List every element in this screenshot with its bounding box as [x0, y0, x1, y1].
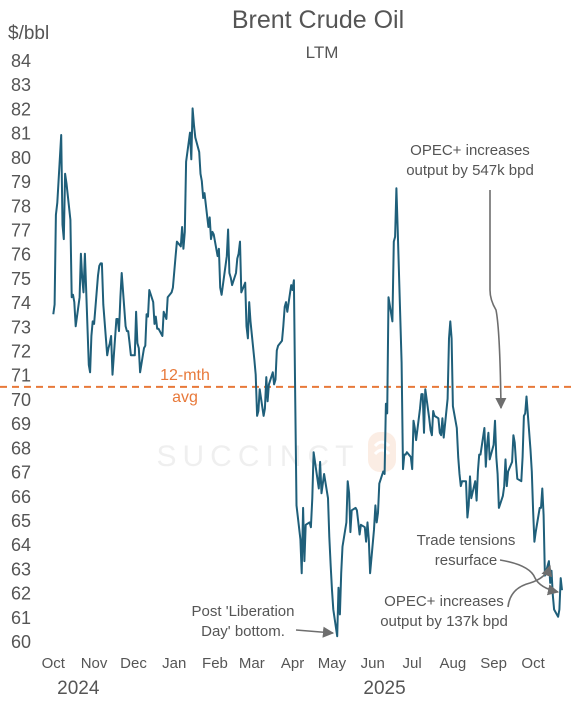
annotation-opec-547k: OPEC+ increases output by 547k bpd: [406, 142, 534, 410]
y-tick-label: 81: [11, 124, 31, 144]
y-tick-label: 77: [11, 220, 31, 240]
x-tick-label: Aug: [440, 655, 467, 672]
y-axis: 60 61 62 63 64 65 66 67 68 69 70 71 72 73 74 75 76 77 78 79…: [11, 51, 31, 652]
y-tick-label: 66: [11, 487, 31, 507]
y-tick-label: 82: [11, 99, 31, 119]
annotation-opec-547k-line-1: OPEC+ increases: [410, 142, 530, 159]
y-tick-label: 64: [11, 535, 31, 555]
y-tick-label: 63: [11, 559, 31, 579]
x-tick-label: Jun: [361, 655, 385, 672]
x-tick-label: Dec: [120, 655, 147, 672]
y-tick-label: 76: [11, 245, 31, 265]
x-tick-label: Mar: [239, 655, 265, 672]
chart-subtitle: LTM: [306, 43, 339, 62]
y-tick-label: 62: [11, 584, 31, 604]
annotation-liberation-day: Post 'Liberation Day' bottom.: [192, 603, 335, 640]
y-tick-label: 67: [11, 463, 31, 483]
x-tick-label: Jan: [162, 655, 186, 672]
x-tick-label: Apr: [281, 655, 304, 672]
y-tick-label: 72: [11, 342, 31, 362]
annotation-opec-547k-arrow: [489, 190, 507, 410]
watermark-logo-icon: [368, 432, 396, 472]
x-axis: Oct Nov Dec Jan Feb Mar Apr May Jun Jul Aug Sep Oct: [42, 655, 546, 672]
annotation-trade-line-1: Trade tensions: [417, 532, 516, 549]
x-tick-label: Feb: [202, 655, 228, 672]
average-label-line-1: 12-mth: [160, 367, 210, 384]
y-tick-label: 80: [11, 148, 31, 168]
x-tick-label: Jul: [403, 655, 422, 672]
price-series-line: [52, 107, 563, 638]
y-tick-label: 70: [11, 390, 31, 410]
x-tick-label: Nov: [81, 655, 108, 672]
annotation-trade-line-2: resurface: [435, 552, 498, 569]
year-label: 2024: [57, 678, 100, 699]
y-tick-label: 73: [11, 317, 31, 337]
y-tick-label: 83: [11, 75, 31, 95]
annotation-opec-137k-line-1: OPEC+ increases: [384, 593, 504, 610]
y-tick-label: 78: [11, 196, 31, 216]
chart-title: Brent Crude Oil: [232, 6, 404, 34]
year-labels: 2024 2025: [57, 678, 406, 699]
year-label: 2025: [363, 678, 405, 699]
y-tick-label: 69: [11, 414, 31, 434]
annotation-liberation-line-1: Post 'Liberation: [192, 603, 295, 620]
x-tick-label: Oct: [521, 655, 545, 672]
annotation-liberation-arrow: [295, 626, 335, 638]
y-tick-label: 79: [11, 172, 31, 192]
y-tick-label: 60: [11, 632, 31, 652]
y-tick-label: 74: [11, 293, 31, 313]
watermark: SUCCINCT: [157, 432, 396, 473]
annotation-opec-137k-arrow: [507, 564, 553, 608]
y-tick-label: 65: [11, 511, 31, 531]
average-label-line-2: avg: [172, 389, 198, 406]
annotation-opec-137k: OPEC+ increases output by 137k bpd: [380, 564, 553, 630]
annotation-trade-arrow: [499, 559, 560, 596]
annotation-liberation-line-2: Day' bottom.: [201, 623, 285, 640]
y-tick-label: 84: [11, 51, 31, 71]
y-tick-label: 75: [11, 269, 31, 289]
x-tick-label: May: [318, 655, 347, 672]
watermark-text: SUCCINCT: [157, 440, 360, 473]
annotation-opec-137k-line-2: output by 137k bpd: [380, 613, 508, 630]
y-axis-label: $/bbl: [8, 23, 49, 44]
x-tick-label: Oct: [42, 655, 66, 672]
average-label: 12-mth avg: [160, 367, 210, 406]
annotation-opec-547k-line-2: output by 547k bpd: [406, 162, 534, 179]
y-tick-label: 68: [11, 438, 31, 458]
annotation-trade-tensions: Trade tensions resurface: [417, 532, 560, 596]
y-tick-label: 71: [11, 366, 31, 386]
y-tick-label: 61: [11, 608, 31, 628]
x-tick-label: Sep: [480, 655, 507, 672]
